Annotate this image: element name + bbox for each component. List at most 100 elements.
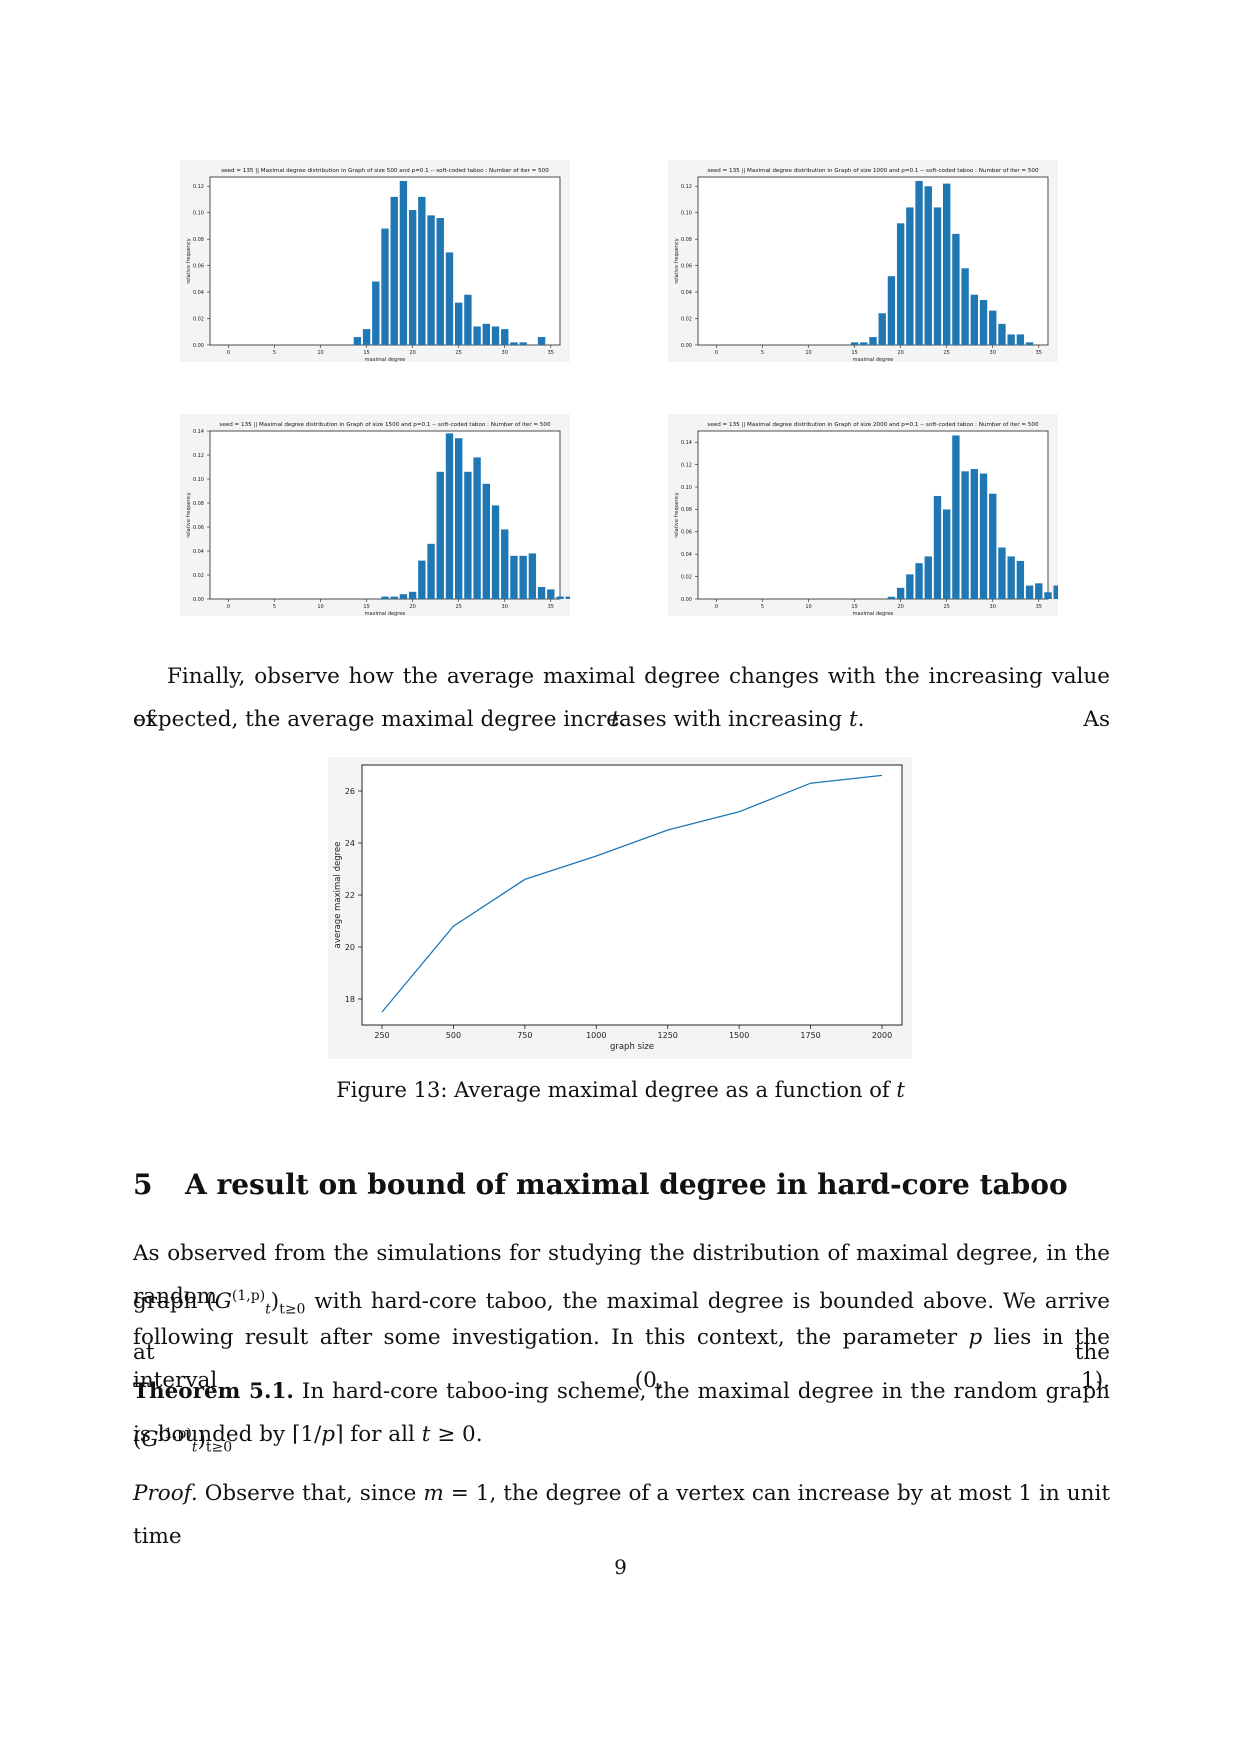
histogram-bar xyxy=(464,294,472,345)
histogram-bar xyxy=(979,473,988,599)
histogram-bar xyxy=(1044,592,1052,599)
histogram-x-label: maximal degree xyxy=(365,611,406,616)
histogram-y-tick-label: 0.02 xyxy=(193,316,204,322)
histogram-bar xyxy=(933,495,942,599)
histogram-bar xyxy=(372,281,380,345)
theorem-math-G: G xyxy=(141,1427,159,1453)
theorem-line2: is bounded by ⌈1/p⌉ for all t ≥ 0. xyxy=(133,1413,1110,1456)
histogram-x-label: maximal degree xyxy=(365,357,406,362)
para2-line3-text: following result after some investigatio… xyxy=(133,1325,958,1350)
histogram-x-tick-label: 15 xyxy=(363,350,369,356)
histogram-bar xyxy=(896,223,905,345)
section-number: 5 xyxy=(133,1168,153,1201)
theorem-line1: Theorem 5.1. In hard-core taboo-ing sche… xyxy=(133,1379,1110,1456)
histogram-y-tick-label: 0.06 xyxy=(193,525,204,531)
histogram-y-tick-label: 0.10 xyxy=(193,211,204,217)
para1-end: . As xyxy=(619,707,1110,732)
histogram-y-label: relative frequency xyxy=(674,492,680,538)
histogram-y-tick-label: 0.08 xyxy=(681,237,692,243)
line-chart-x-tick-label: 2000 xyxy=(872,1031,892,1040)
histogram-bar xyxy=(979,300,988,345)
histogram-bar xyxy=(445,433,454,599)
line-chart-figure: 250 500 750 1000 1250 1500 1750 2000 18 20 22 24 26 g… xyxy=(328,757,912,1059)
theorem-bound-a: is bounded by ⌈1/ xyxy=(133,1422,322,1447)
para2-line3-end: lies in the interval (0, 1). xyxy=(133,1325,1110,1393)
histogram-bar xyxy=(850,342,859,345)
theorem-var-t: t xyxy=(421,1422,431,1447)
line-chart-y-tick-label: 26 xyxy=(345,787,355,796)
line-chart-x-tick-label: 1000 xyxy=(586,1031,606,1040)
para1-line2-end: . xyxy=(857,707,865,732)
histogram-x-tick-label: 25 xyxy=(455,604,461,610)
histogram-y-tick-label: 0.04 xyxy=(681,552,692,558)
histogram-bar xyxy=(1035,583,1043,599)
para1-line2-text: expected, the average maximal degree inc… xyxy=(133,707,843,732)
histogram-bar xyxy=(998,547,1006,599)
theorem-var-p: p xyxy=(321,1422,336,1447)
histogram-1-svg: seed = 135 || Maximal degree distributio… xyxy=(180,160,570,362)
histogram-x-tick-label: 35 xyxy=(548,350,554,356)
histogram-bar xyxy=(418,196,426,345)
histogram-x-tick-label: 10 xyxy=(805,604,811,610)
caption-text: Figure 13: Average maximal degree as a f… xyxy=(336,1078,890,1102)
histogram-3-svg: seed = 135 || Maximal degree distributio… xyxy=(180,414,570,616)
histogram-y-tick-label: 0.06 xyxy=(193,263,204,269)
line-chart-x-tick-label: 1750 xyxy=(800,1031,820,1040)
histogram-bar xyxy=(989,493,997,599)
histogram-x-tick-label: 25 xyxy=(455,350,461,356)
proof-line1: Proof. Observe that, since m = 1, the de… xyxy=(133,1472,1110,1558)
histogram-bar xyxy=(519,342,527,345)
histogram-y-tick-label: 0.00 xyxy=(193,597,204,603)
histogram-bar xyxy=(473,457,481,599)
histogram-x-tick-label: 20 xyxy=(409,604,415,610)
histogram-bar xyxy=(455,438,463,599)
caption-var: t xyxy=(896,1078,905,1102)
line-chart-y-label: average maximal degree xyxy=(333,842,343,949)
histogram-x-tick-label: 30 xyxy=(990,604,996,610)
histogram-y-label: relative frequency xyxy=(186,238,192,284)
histogram-bar xyxy=(491,326,500,345)
histogram-x-tick-label: 15 xyxy=(851,350,857,356)
histogram-bar xyxy=(399,180,408,345)
histogram-bar xyxy=(961,268,969,345)
line-chart-y-tick-label: 20 xyxy=(345,943,355,952)
histogram-bar xyxy=(510,555,518,599)
histogram-2-svg: seed = 135 || Maximal degree distributio… xyxy=(668,160,1058,362)
histogram-bar xyxy=(1007,334,1015,345)
para1-text: Finally, observe how the average maximal… xyxy=(133,664,1110,732)
histogram-bar xyxy=(408,591,417,599)
histogram-x-tick-label: 10 xyxy=(805,350,811,356)
histogram-y-tick-label: 0.04 xyxy=(193,290,204,296)
histogram-y-tick-label: 0.04 xyxy=(681,290,692,296)
histogram-bar xyxy=(970,294,978,345)
histogram-x-tick-label: 20 xyxy=(897,350,903,356)
histogram-y-tick-label: 0.08 xyxy=(193,237,204,243)
histogram-x-tick-label: 0 xyxy=(227,604,230,610)
histogram-y-tick-label: 0.04 xyxy=(193,549,204,555)
histogram-bar xyxy=(436,218,444,345)
line-chart-svg: 250 500 750 1000 1250 1500 1750 2000 18 20 22 24 26 g… xyxy=(333,764,903,1052)
histogram-bar xyxy=(399,594,408,599)
histogram-bar xyxy=(924,186,932,345)
line-chart-x-tick-label: 250 xyxy=(374,1031,389,1040)
histogram-bar xyxy=(547,589,555,599)
histogram-bar xyxy=(887,276,896,345)
histogram-bar xyxy=(353,337,362,345)
histogram-bar xyxy=(915,180,923,345)
histogram-bar xyxy=(427,215,435,345)
histogram-bar xyxy=(510,342,518,345)
para2-line2-text: with hard-core taboo, the maximal degree… xyxy=(133,1289,1110,1366)
histogram-bar xyxy=(537,337,546,345)
histogram-y-tick-label: 0.12 xyxy=(681,462,692,468)
section-title: A result on bound of maximal degree in h… xyxy=(185,1168,1068,1201)
histogram-bar xyxy=(501,329,509,345)
histogram-y-tick-label: 0.08 xyxy=(193,501,204,507)
histogram-title: seed = 135 || Maximal degree distributio… xyxy=(707,422,1039,428)
histogram-bar xyxy=(924,556,932,599)
histogram-x-tick-label: 15 xyxy=(851,604,857,610)
histogram-x-tick-label: 25 xyxy=(943,350,949,356)
histogram-bar xyxy=(1025,585,1034,599)
histogram-bar xyxy=(915,563,923,599)
page-number: 9 xyxy=(614,1555,627,1579)
math-sub-t: t xyxy=(265,1301,271,1318)
